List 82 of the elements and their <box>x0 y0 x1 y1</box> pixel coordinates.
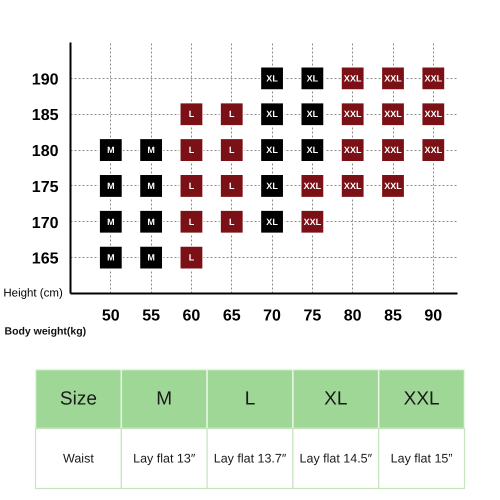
text: XL <box>306 145 318 156</box>
point <box>220 138 244 162</box>
text: XXL <box>424 109 442 120</box>
category-label: L <box>244 388 256 410</box>
series-label: L <box>188 109 195 120</box>
point <box>98 210 123 234</box>
text: M <box>107 216 115 227</box>
text: XXL <box>424 145 442 156</box>
text: M <box>147 252 155 263</box>
text: XXL <box>344 73 362 84</box>
text: L <box>188 252 194 263</box>
x-tick-label: 60 <box>182 308 200 324</box>
text: Lay flat 13.7″ <box>214 452 286 466</box>
text: L <box>229 109 234 120</box>
point <box>139 246 164 270</box>
y-tick-label: 190 <box>32 71 59 88</box>
y-tick-label: 185 <box>32 107 59 124</box>
point <box>220 210 244 234</box>
y-tick-label: 180 <box>32 143 59 160</box>
text: XXL <box>344 109 362 120</box>
text: XXL <box>384 109 402 120</box>
text: Size <box>60 388 97 410</box>
category-label: XXL <box>404 388 440 410</box>
category-label: XL <box>324 388 348 410</box>
point <box>220 174 244 198</box>
y-tick-label: 170 <box>32 214 59 232</box>
text: M <box>147 145 155 156</box>
point <box>220 102 244 126</box>
text: XL <box>266 216 278 227</box>
point <box>139 210 164 234</box>
text: XXL <box>384 180 402 191</box>
text: L <box>229 180 234 191</box>
text: M <box>107 180 115 191</box>
text: XXL <box>384 145 402 156</box>
point <box>98 246 123 270</box>
x-tick-label: 70 <box>263 308 282 324</box>
text: XXL <box>304 180 322 191</box>
category-label: M <box>156 388 172 410</box>
series-label: XL <box>266 73 278 84</box>
x-tick-label: 75 <box>303 308 322 324</box>
text: Lay flat 13″ <box>133 452 196 466</box>
text: XXL <box>304 216 322 227</box>
text: L <box>229 145 234 156</box>
point <box>179 246 204 270</box>
text: L <box>229 216 234 227</box>
x-tick-label: 50 <box>102 308 120 324</box>
y-axis-title: Height (cm) <box>3 288 63 300</box>
x-tick-label: 85 <box>384 308 402 324</box>
point <box>139 138 164 162</box>
y-tick-label: 165 <box>32 250 59 268</box>
text: Lay flat 15” <box>390 452 453 466</box>
text: M <box>147 216 155 227</box>
y-tick-label: 175 <box>32 178 59 196</box>
text: XL <box>306 109 318 120</box>
text: XL <box>266 145 278 156</box>
point <box>179 210 204 234</box>
text: XXL <box>344 180 362 191</box>
text: XL <box>266 109 278 120</box>
x-tick-label: 80 <box>344 308 362 324</box>
text: XXL <box>424 73 442 84</box>
text: L <box>188 216 194 227</box>
point <box>179 174 204 198</box>
x-axis-title: Body weight(kg) <box>4 326 86 338</box>
series-label: XXL <box>384 73 402 84</box>
point <box>179 138 204 162</box>
text: XXL <box>344 145 362 156</box>
series-label: M <box>107 145 115 156</box>
point <box>98 174 123 198</box>
point <box>139 174 164 198</box>
point <box>179 102 204 126</box>
text: L <box>188 145 194 156</box>
text: XL <box>306 73 318 84</box>
text: M <box>107 252 115 263</box>
point <box>98 138 123 162</box>
text: Waist <box>63 452 94 466</box>
x-tick-label: 65 <box>222 308 241 324</box>
text: L <box>188 180 194 191</box>
x-tick-label: 55 <box>142 308 160 324</box>
text: Lay flat 14.5″ <box>300 452 372 466</box>
x-tick-label: 90 <box>424 308 442 324</box>
text: XL <box>266 180 278 191</box>
text: M <box>147 180 155 191</box>
